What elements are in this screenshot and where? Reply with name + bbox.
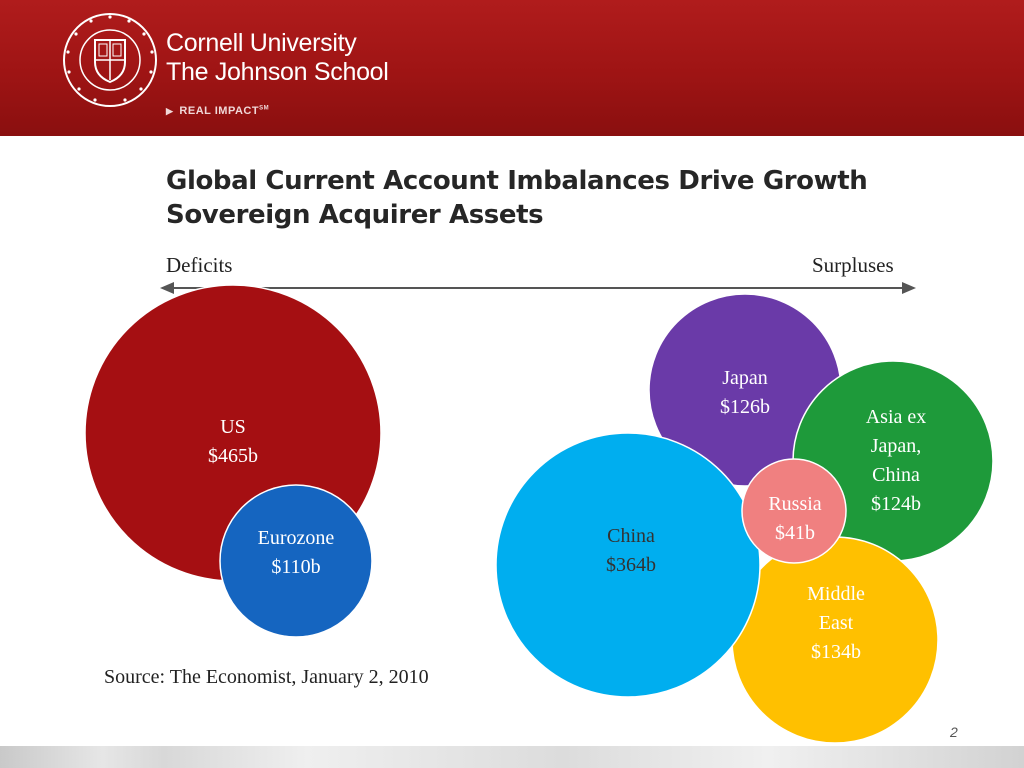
bubble-label-line: Japan [722,367,768,389]
bubble-label-middle-east: Middle East $134b [807,580,865,667]
cornell-seal-icon [63,13,157,107]
bubble-label-line: $110b [271,556,321,578]
bubble-label-us: US $465b [208,413,258,471]
bubble-label-line: $41b [775,522,815,544]
bubble-label-line: Asia ex [865,406,927,428]
bubble-label-line: $124b [870,493,921,515]
source-citation: Source: The Economist, January 2, 2010 [104,666,429,688]
bubble-label-line: East [818,612,854,634]
bubble-label-china: China $364b [606,522,656,580]
bubble-russia [741,458,847,564]
bubble-label-russia: Russia $41b [768,490,821,548]
page-number: 2 [950,724,958,740]
brand-school-name: The Johnson School [166,58,389,86]
service-mark: SM [259,105,270,112]
bubble-label-line: China [872,464,920,486]
axis-label-surpluses: Surpluses [812,253,894,277]
deficit-surplus-axis-arrow [160,282,916,294]
brand-university-name: Cornell University [166,29,357,57]
bubble-label-line: Middle [807,583,865,605]
slide-title-line-1: Global Current Account Imbalances Drive … [166,166,868,196]
bubble-label-eurozone: Eurozone $110b [258,524,335,582]
slide-title: Global Current Account Imbalances Drive … [166,164,966,232]
tagline-text: REAL IMPACT [179,105,260,117]
bubble-label-japan: Japan $126b [720,364,770,422]
footer-bar [0,746,1024,768]
bubble-label-line: Russia [768,493,822,515]
bubble-label-line: Japan, [870,435,922,457]
bubble-label-line: $134b [811,641,861,663]
bubble-china [495,432,761,698]
bubble-label-line: $126b [720,396,770,418]
bubble-label-line: US [220,416,246,438]
bubble-label-line: $364b [606,554,656,576]
bubble-label-line: China [607,525,655,547]
play-arrow-icon: ▶ [166,106,174,116]
bubble-label-line: Eurozone [257,527,335,549]
bubble-eurozone [219,484,373,638]
header-banner: Cornell University The Johnson School ▶ R… [0,0,1024,136]
axis-label-deficits: Deficits [166,253,233,277]
bubble-label-line: $465b [208,445,258,467]
slide-title-line-2: Sovereign Acquirer Assets [166,200,544,230]
brand-tagline: ▶ REAL IMPACTSM [166,105,269,117]
bubble-label-asia-ex-japan-china: Asia ex Japan, China $124b [866,403,927,519]
